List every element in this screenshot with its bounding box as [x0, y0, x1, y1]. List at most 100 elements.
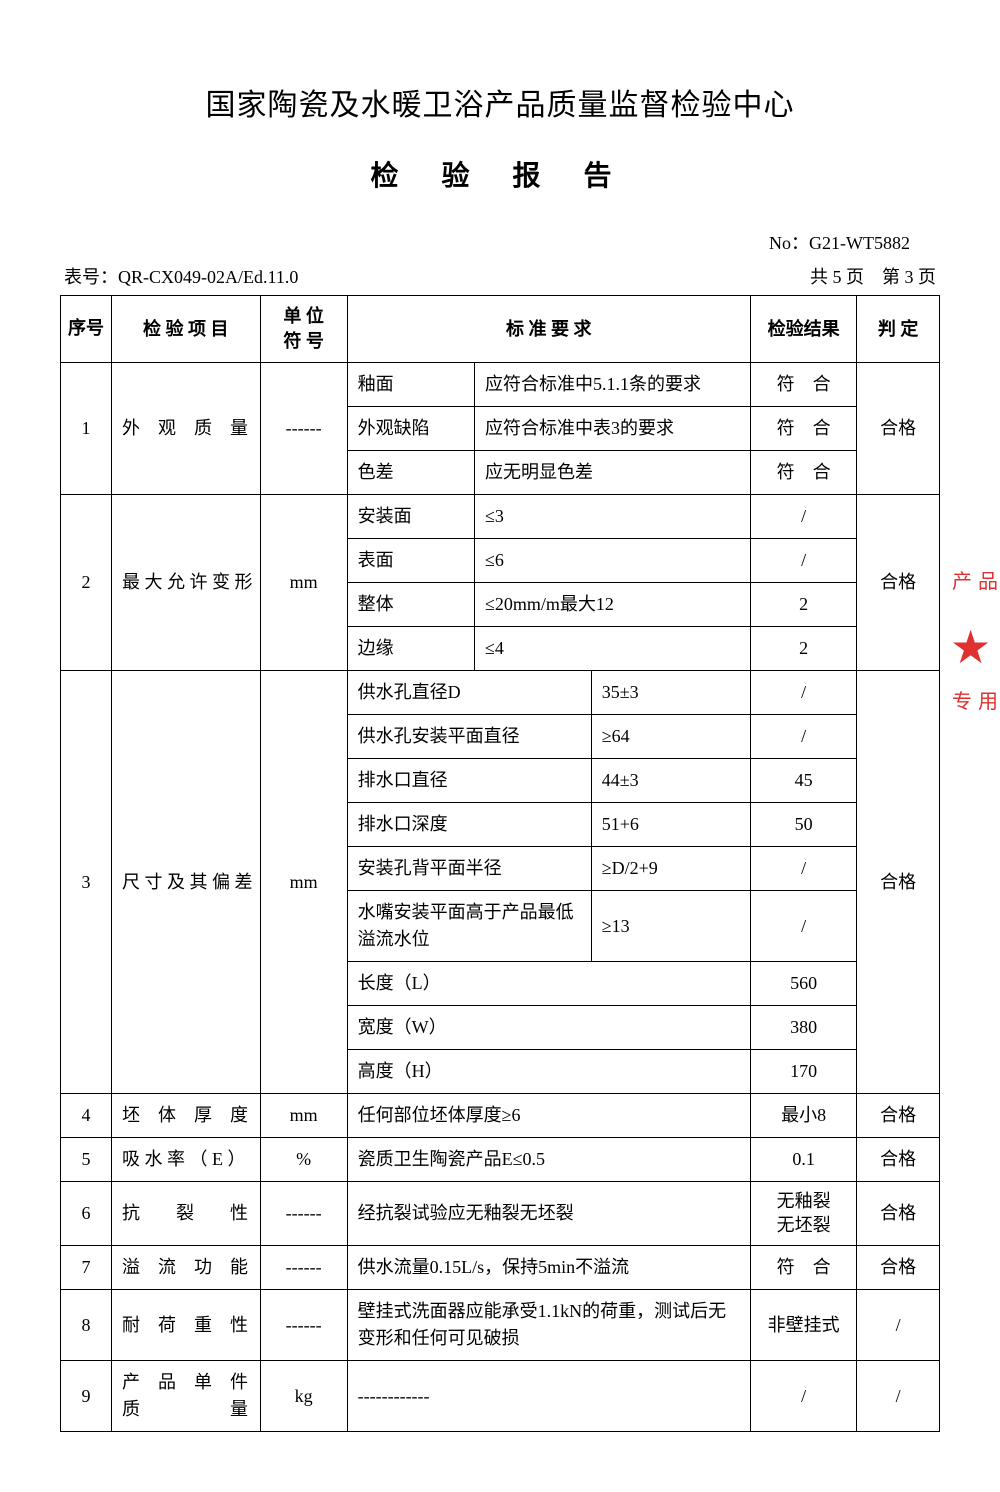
cell: 耐 荷 重 性: [111, 1290, 260, 1361]
cell: 合格: [857, 363, 940, 495]
cell: 吸 水 率 （ E ）: [111, 1138, 260, 1182]
cell: 水嘴安装平面高于产品最低溢流水位: [347, 891, 591, 962]
cell: 4: [61, 1094, 112, 1138]
cell: /: [751, 671, 857, 715]
cell: ------------: [347, 1361, 750, 1432]
report-title: 检 验 报 告: [60, 154, 940, 194]
cell: mm: [260, 495, 347, 671]
cell: 整体: [347, 583, 474, 627]
cell: 经抗裂试验应无釉裂无坯裂: [347, 1182, 750, 1246]
cell: 抗 裂 性: [111, 1182, 260, 1246]
cell: ≥D/2+9: [591, 847, 750, 891]
cell: ≤6: [475, 539, 751, 583]
cell: 非壁挂式: [751, 1290, 857, 1361]
cell: 供水孔直径D: [347, 671, 591, 715]
cell: 色差: [347, 451, 474, 495]
cell: 供水孔安装平面直径: [347, 715, 591, 759]
cell: 0.1: [751, 1138, 857, 1182]
form-no: 表号：QR-CX049-02A/Ed.11.0: [64, 263, 298, 289]
cell: ≤20mm/m最大12: [475, 583, 751, 627]
cell: 符 合: [751, 451, 857, 495]
cell: 560: [751, 962, 857, 1006]
cell: 任何部位坯体厚度≥6: [347, 1094, 750, 1138]
cell: 最 大 允 许 变 形: [111, 495, 260, 671]
cell: 170: [751, 1050, 857, 1094]
cell: 应无明显色差: [475, 451, 751, 495]
cell: 合格: [857, 1246, 940, 1290]
org-title: 国家陶瓷及水暖卫浴产品质量监督检验中心: [60, 80, 940, 124]
cell: 瓷质卫生陶瓷产品E≤0.5: [347, 1138, 750, 1182]
table-row: 9 产 品 单 件 质 量 kg ------------ / /: [61, 1361, 940, 1432]
table-row: 8 耐 荷 重 性 ------ 壁挂式洗面器应能承受1.1kN的荷重，测试后无…: [61, 1290, 940, 1361]
cell: 3: [61, 671, 112, 1094]
cell: ------: [260, 1182, 347, 1246]
cell: 供水流量0.15L/s，保持5min不溢流: [347, 1246, 750, 1290]
cell: 合格: [857, 1138, 940, 1182]
cell: 外观缺陷: [347, 407, 474, 451]
form-no-label: 表号：: [64, 267, 118, 287]
cell: 符 合: [751, 1246, 857, 1290]
cell: ≤4: [475, 627, 751, 671]
cell: /: [751, 847, 857, 891]
cell: /: [857, 1290, 940, 1361]
cell: 2: [61, 495, 112, 671]
cell: /: [751, 891, 857, 962]
cell: 2: [751, 583, 857, 627]
cell: 44±3: [591, 759, 750, 803]
cell: 最小8: [751, 1094, 857, 1138]
cell: 溢 流 功 能: [111, 1246, 260, 1290]
cell: ------: [260, 363, 347, 495]
cell: 合格: [857, 671, 940, 1094]
col-verdict: 判 定: [857, 296, 940, 363]
table-row: 2 最 大 允 许 变 形 mm 安装面 ≤3 / 合格: [61, 495, 940, 539]
cell: kg: [260, 1361, 347, 1432]
cell: 380: [751, 1006, 857, 1050]
cell: 排水口深度: [347, 803, 591, 847]
cell: 合格: [857, 495, 940, 671]
cell: %: [260, 1138, 347, 1182]
cell: 50: [751, 803, 857, 847]
cell: 2: [751, 627, 857, 671]
col-req: 标 准 要 求: [347, 296, 750, 363]
cell: /: [751, 715, 857, 759]
table-row: 1 外 观 质 量 ------ 釉面 应符合标准中5.1.1条的要求 符 合 …: [61, 363, 940, 407]
col-result: 检验结果: [751, 296, 857, 363]
cell: 51+6: [591, 803, 750, 847]
cell: /: [751, 539, 857, 583]
cell: mm: [260, 1094, 347, 1138]
cell: ------: [260, 1246, 347, 1290]
report-no-value: G21-WT5882: [809, 233, 910, 253]
cell: 高度（H）: [347, 1050, 750, 1094]
cell: 釉面: [347, 363, 474, 407]
form-no-value: QR-CX049-02A/Ed.11.0: [118, 267, 298, 287]
cell: 外 观 质 量: [111, 363, 260, 495]
cell: 表面: [347, 539, 474, 583]
cell: 宽度（W）: [347, 1006, 750, 1050]
cell: 1: [61, 363, 112, 495]
cell: 安装面: [347, 495, 474, 539]
cell: 35±3: [591, 671, 750, 715]
cell: ------: [260, 1290, 347, 1361]
cell: 应符合标准中表3的要求: [475, 407, 751, 451]
cell: 9: [61, 1361, 112, 1432]
table-row: 7 溢 流 功 能 ------ 供水流量0.15L/s，保持5min不溢流 符…: [61, 1246, 940, 1290]
cell: 排水口直径: [347, 759, 591, 803]
col-seq: 序号: [61, 296, 112, 363]
cell: 符 合: [751, 407, 857, 451]
cell: 坯 体 厚 度: [111, 1094, 260, 1138]
cell: 45: [751, 759, 857, 803]
table-header: 序号 检 验 项 目 单 位 符 号 标 准 要 求 检验结果 判 定: [61, 296, 940, 363]
cell: 合格: [857, 1094, 940, 1138]
table-row: 5 吸 水 率 （ E ） % 瓷质卫生陶瓷产品E≤0.5 0.1 合格: [61, 1138, 940, 1182]
table-row: 4 坯 体 厚 度 mm 任何部位坯体厚度≥6 最小8 合格: [61, 1094, 940, 1138]
cell: 合格: [857, 1182, 940, 1246]
cell: 壁挂式洗面器应能承受1.1kN的荷重，测试后无变形和任何可见破损: [347, 1290, 750, 1361]
cell: /: [751, 1361, 857, 1432]
cell: mm: [260, 671, 347, 1094]
cell: 产 品 单 件 质 量: [111, 1361, 260, 1432]
cell: 符 合: [751, 363, 857, 407]
report-no-label: No：: [769, 233, 809, 253]
report-no: No：G21-WT5882: [60, 229, 940, 255]
page-info: 共 5 页 第 3 页: [810, 263, 936, 289]
table-row: 6 抗 裂 性 ------ 经抗裂试验应无釉裂无坯裂 无釉裂 无坯裂 合格: [61, 1182, 940, 1246]
